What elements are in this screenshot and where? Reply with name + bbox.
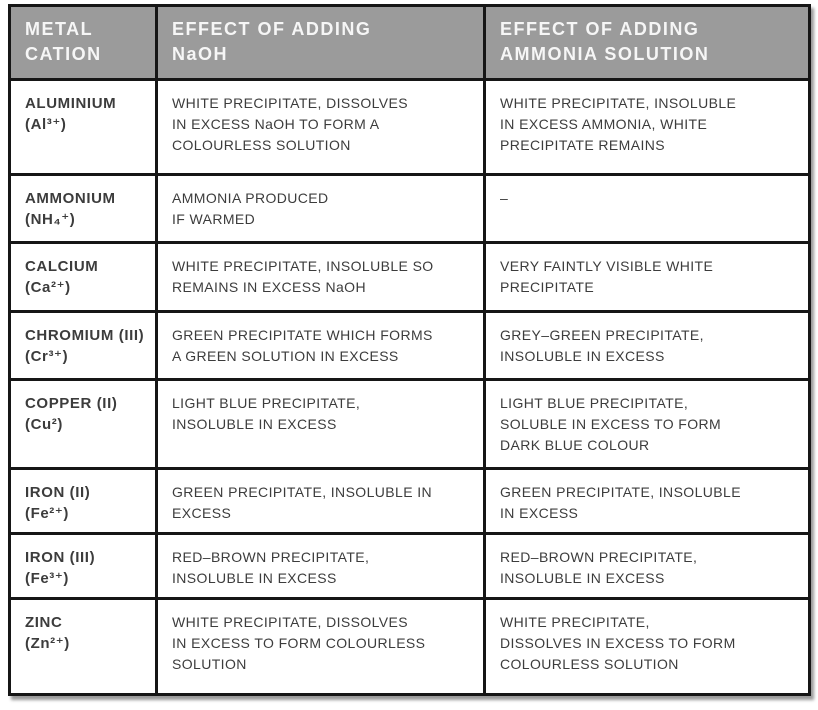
cation-name: CHROMIUM (III): [25, 327, 145, 344]
table-row: AMMONIUM (NH₄⁺) AMMONIA PRODUCED IF WARMED…: [8, 173, 811, 244]
table-row: ALUMINIUM (Al³⁺) WHITE PRECIPITATE, DISSOL…: [8, 78, 811, 176]
table-row: CHROMIUM (III) (Cr³⁺) GREEN PRECIPITATE WH…: [8, 310, 811, 381]
ammonia-effect-cell: WHITE PRECIPITATE, INSOLUBLE IN EXCESS A…: [483, 78, 811, 176]
cation-cell: ALUMINIUM (Al³⁺): [8, 78, 158, 176]
naoh-effect-cell: GREEN PRECIPITATE WHICH FORMS A GREEN SO…: [155, 310, 486, 381]
table-row: COPPER (II) (Cu²) LIGHT BLUE PRECIPITATE, …: [8, 378, 811, 470]
naoh-effect-cell: GREEN PRECIPITATE, INSOLUBLE IN EXCESS: [155, 467, 486, 535]
naoh-effect-cell: AMMONIA PRODUCED IF WARMED: [155, 173, 486, 244]
naoh-effect-cell: RED–BROWN PRECIPITATE, INSOLUBLE IN EXCE…: [155, 532, 486, 600]
ammonia-effect-cell: VERY FAINTLY VISIBLE WHITE PRECIPITATE: [483, 241, 811, 313]
naoh-effect-cell: WHITE PRECIPITATE, DISSOLVES IN EXCESS T…: [155, 597, 486, 696]
cation-name: AMMONIUM: [25, 190, 116, 207]
cation-name: IRON (II): [25, 484, 91, 501]
cation-cell: COPPER (II) (Cu²): [8, 378, 158, 470]
table-header: METAL CATION EFFECT OF ADDING NaOH EFFEC…: [8, 4, 811, 81]
table-row: CALCIUM (Ca²⁺) WHITE PRECIPITATE, INSOLUBL…: [8, 241, 811, 313]
cation-formula: (Al³⁺): [25, 116, 67, 133]
header-effect-ammonia: EFFECT OF ADDING AMMONIA SOLUTION: [483, 4, 811, 81]
cation-formula: (Fe²⁺): [25, 505, 70, 522]
naoh-effect-cell: WHITE PRECIPITATE, INSOLUBLE SO REMAINS …: [155, 241, 486, 313]
cation-formula: (Cu²): [25, 416, 63, 433]
header-effect-naoh: EFFECT OF ADDING NaOH: [155, 4, 486, 81]
header-metal-cation: METAL CATION: [8, 4, 158, 81]
ammonia-effect-cell: –: [483, 173, 811, 244]
cation-cell: AMMONIUM (NH₄⁺): [8, 173, 158, 244]
cation-name: COPPER (II): [25, 395, 118, 412]
table-row: ZINC (Zn²⁺) WHITE PRECIPITATE, DISSOLVES I…: [8, 597, 811, 696]
naoh-effect-cell: WHITE PRECIPITATE, DISSOLVES IN EXCESS N…: [155, 78, 486, 176]
cation-formula: (NH₄⁺): [25, 211, 76, 228]
cation-name: ZINC: [25, 614, 63, 631]
cation-cell: IRON (III) (Fe³⁺): [8, 532, 158, 600]
cation-name: IRON (III): [25, 549, 96, 566]
ammonia-effect-cell: WHITE PRECIPITATE, DISSOLVES IN EXCESS T…: [483, 597, 811, 696]
naoh-effect-cell: LIGHT BLUE PRECIPITATE, INSOLUBLE IN EXC…: [155, 378, 486, 470]
ammonia-effect-cell: RED–BROWN PRECIPITATE, INSOLUBLE IN EXCE…: [483, 532, 811, 600]
cation-cell: IRON (II) (Fe²⁺): [8, 467, 158, 535]
cation-cell: CALCIUM (Ca²⁺): [8, 241, 158, 313]
ammonia-effect-cell: GREEN PRECIPITATE, INSOLUBLE IN EXCESS: [483, 467, 811, 535]
table-row: IRON (II) (Fe²⁺) GREEN PRECIPITATE, INSOLU…: [8, 467, 811, 535]
ammonia-effect-cell: LIGHT BLUE PRECIPITATE, SOLUBLE IN EXCES…: [483, 378, 811, 470]
cation-reactions-table: METAL CATION EFFECT OF ADDING NaOH EFFEC…: [8, 4, 811, 696]
header-row: METAL CATION EFFECT OF ADDING NaOH EFFEC…: [8, 4, 811, 81]
cation-formula: (Zn²⁺): [25, 635, 70, 652]
table-row: IRON (III) (Fe³⁺) RED–BROWN PRECIPITATE, I…: [8, 532, 811, 600]
table-body: ALUMINIUM (Al³⁺) WHITE PRECIPITATE, DISSOL…: [8, 78, 811, 696]
cation-formula: (Fe³⁺): [25, 570, 70, 587]
cation-formula: (Cr³⁺): [25, 348, 69, 365]
cation-formula: (Ca²⁺): [25, 279, 71, 296]
cation-name: ALUMINIUM: [25, 95, 117, 112]
cation-name: CALCIUM: [25, 258, 99, 275]
ammonia-effect-cell: GREY–GREEN PRECIPITATE, INSOLUBLE IN EXC…: [483, 310, 811, 381]
cation-cell: CHROMIUM (III) (Cr³⁺): [8, 310, 158, 381]
cation-cell: ZINC (Zn²⁺): [8, 597, 158, 696]
